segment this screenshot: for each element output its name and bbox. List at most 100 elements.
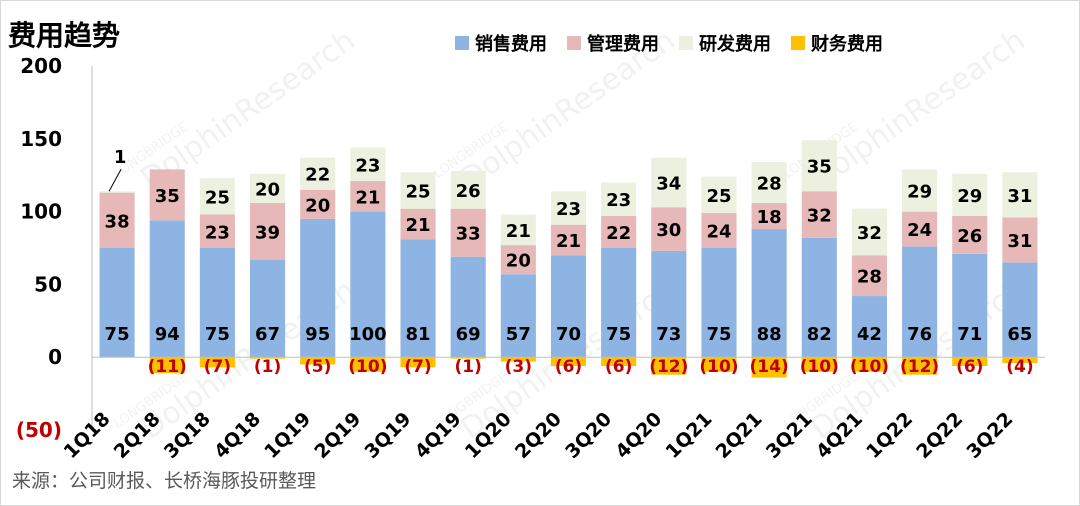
legend-swatch-finance [791,36,805,50]
data-label-rd: 35 [807,157,832,178]
data-label-selling: 75 [205,324,230,345]
bar-finance [701,357,737,372]
data-label-selling: 70 [556,324,581,345]
data-label-finance: (6) [555,357,582,377]
data-label-finance: (10) [850,357,889,377]
data-label-admin: 18 [757,207,782,228]
y-tick-label: (50) [16,418,62,442]
legend-label-rd: 研发费用 [699,34,771,55]
bar-finance [500,357,536,362]
data-label-admin: 22 [606,223,631,244]
bar-admin [751,202,787,230]
bar-rd [300,157,336,190]
data-label-rd: 1 [114,147,127,168]
data-label-rd: 26 [456,181,481,202]
y-tick-label: 200 [20,54,62,78]
data-label-finance: (11) [148,357,187,377]
bar-selling [651,250,687,358]
bar-admin [99,192,135,248]
bar-rd [400,172,436,209]
bar-rd [500,214,536,246]
bar-admin [300,189,336,219]
bar-admin [1002,217,1038,263]
bar-rd [99,191,135,193]
bar-finance [550,357,587,366]
data-label-finance: (12) [649,357,688,377]
x-tick-label: 3Q19 [361,408,416,463]
data-label-admin: 24 [706,222,731,243]
data-label-rd: 22 [305,165,330,186]
data-label-admin: 32 [807,206,832,227]
watermark-text: DolphinResearch [455,23,682,197]
bar-finance [199,357,235,368]
legend-swatch-rd [679,36,693,50]
x-tick-label: 3Q20 [561,408,616,463]
bar-finance [450,357,486,359]
bar-selling [801,237,837,358]
data-label-admin: 28 [857,267,882,288]
data-label-rd: 28 [757,173,782,194]
bar-rd [952,173,988,216]
data-label-finance: (6) [956,357,983,377]
bar-rd [550,191,587,225]
data-label-selling: 95 [305,324,330,345]
legend-item-finance: 财务费用 [791,30,883,56]
legend-label-selling: 销售费用 [475,34,547,55]
data-label-selling: 94 [155,324,180,345]
data-label-rd: 29 [907,181,932,202]
data-label-leader [108,168,122,192]
bar-selling [350,211,386,358]
data-label-selling: 73 [656,324,681,345]
bar-admin [149,169,185,221]
data-label-selling: 88 [757,324,782,345]
legend-item-selling: 销售费用 [455,30,547,56]
bar-rd [1002,172,1038,218]
source-note: 来源：公司财报、长桥海豚投研整理 [12,470,317,492]
data-label-rd: 25 [706,186,731,207]
bar-admin [500,245,536,275]
data-label-selling: 75 [105,324,130,345]
data-label-admin: 20 [506,251,531,272]
bar-admin [651,207,687,251]
bar-selling [550,255,587,358]
legend: 销售费用 管理费用 研发费用 财务费用 [455,30,883,56]
data-label-rd: 32 [857,223,882,244]
bar-finance [952,357,988,366]
data-label-admin: 21 [556,231,581,252]
data-label-admin: 26 [957,226,982,247]
data-label-finance: (10) [699,357,738,377]
data-label-admin: 39 [255,222,280,243]
bar-rd [651,157,687,208]
legend-swatch-selling [455,36,469,50]
legend-label-admin: 管理费用 [587,34,659,55]
data-label-rd: 23 [606,190,631,211]
bar-admin [249,202,286,260]
bar-selling [701,248,737,358]
bar-selling [149,220,185,358]
data-label-selling: 57 [506,324,531,345]
data-label-selling: 67 [255,324,280,345]
y-tick-label: 0 [48,345,62,369]
bar-finance [801,357,837,372]
bar-selling [952,253,988,358]
data-label-selling: 69 [456,324,481,345]
data-label-admin: 24 [907,220,932,241]
x-tick-label: 2Q20 [511,408,566,463]
bar-selling [851,296,888,358]
bar-rd [801,140,837,192]
bar-finance [249,357,286,359]
bar-admin [902,211,938,247]
x-tick-label: 4Q18 [210,408,265,463]
bar-rd [751,162,787,203]
data-label-selling: 76 [907,324,932,345]
x-tick-label: 2Q22 [912,408,967,463]
chart-title: 费用趋势 [8,19,121,52]
bar-admin [801,191,837,238]
x-tick-label: 2Q21 [712,408,767,463]
x-tick-label: 1Q21 [661,408,716,463]
bar-admin [400,208,436,240]
data-label-finance: (6) [605,357,632,377]
y-tick-label: 150 [20,127,62,151]
data-label-finance: (3) [505,357,532,377]
